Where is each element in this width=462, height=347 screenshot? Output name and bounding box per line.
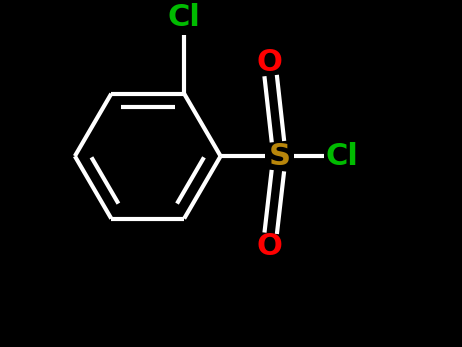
Text: O: O xyxy=(256,232,282,261)
Text: Cl: Cl xyxy=(326,142,359,171)
Text: O: O xyxy=(256,48,282,77)
Text: S: S xyxy=(268,142,291,171)
Text: Cl: Cl xyxy=(168,3,201,32)
